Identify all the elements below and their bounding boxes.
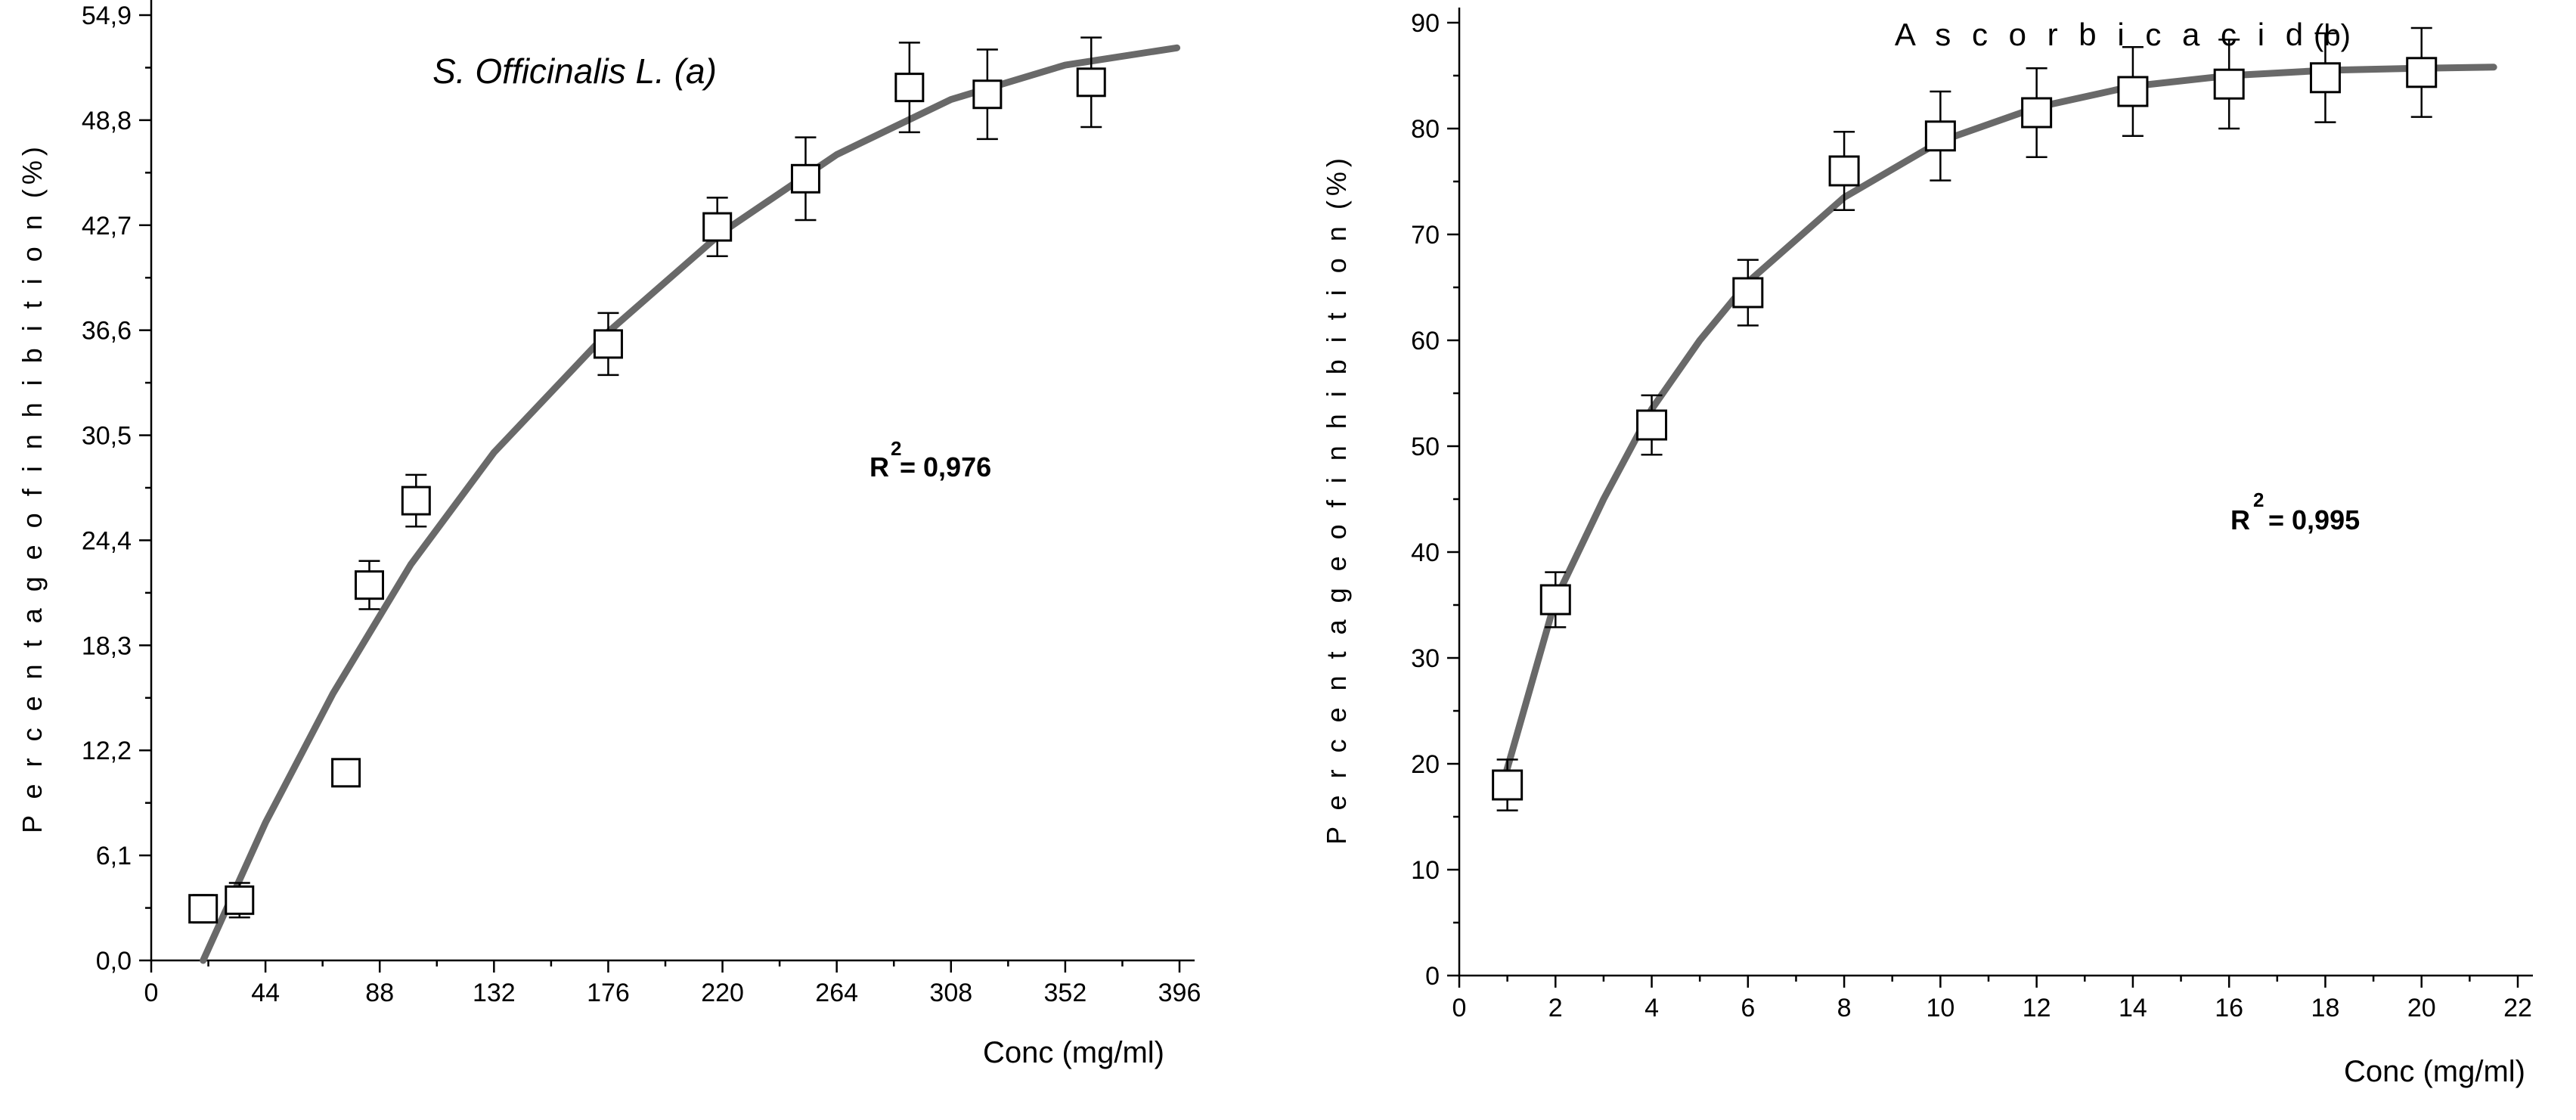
y-tick-label: 6,1: [96, 842, 132, 870]
data-marker: [1493, 771, 1522, 799]
y-axis-title: P e r c e n t a g e o f i n h i b i t i …: [1321, 154, 1352, 845]
x-tick-label: 132: [473, 979, 516, 1007]
x-tick-label: 12: [2023, 994, 2051, 1022]
x-axis-title: Conc (mg/ml): [2344, 1055, 2525, 1088]
y-tick-label: 0,0: [96, 947, 132, 976]
x-tick-label: 10: [1926, 994, 1954, 1022]
x-tick-label: 20: [2407, 994, 2436, 1022]
y-tick-label: 0: [1425, 962, 1440, 991]
x-tick-label: 220: [701, 979, 744, 1007]
data-marker: [974, 81, 1001, 108]
chart-a-svg: 0 44 88 132 176 220 264 308 352 396 0,0 6,1 12,2 18,3…: [0, 0, 1240, 1120]
chart-a: 0 44 88 132 176 220 264 308 352 396 0,0 6,1 12,2 18,3…: [0, 0, 1240, 1120]
y-tick-label: 40: [1411, 538, 1440, 567]
data-marker: [1830, 157, 1858, 185]
chart-b: 0 2 4 6 8 10 12 14 16 18 20 22 0 10 20 30 40 50 60 70 80 90 P …: [1300, 0, 2576, 1120]
y-axis-title: P e r c e n t a g e o f i n h i b i t i …: [17, 142, 48, 833]
y-tick-label: 24,4: [82, 526, 132, 555]
data-marker: [704, 213, 731, 240]
x-tick-label: 22: [2503, 994, 2532, 1022]
x-tick-label: 0: [1452, 994, 1467, 1022]
data-marker: [2407, 58, 2436, 87]
data-marker: [2215, 70, 2243, 98]
r2-sup: 2: [2253, 489, 2264, 511]
x-tick-label: 264: [815, 979, 858, 1007]
data-marker: [2311, 64, 2339, 92]
r2-label: R: [870, 451, 889, 482]
data-marker: [226, 886, 253, 914]
data-marker: [594, 330, 622, 358]
r2-value: = 0,976: [900, 451, 991, 482]
x-tick-label: 176: [587, 979, 630, 1007]
y-tick-label: 42,7: [82, 212, 132, 240]
y-tick-label: 60: [1411, 327, 1440, 355]
data-marker: [190, 895, 217, 923]
x-tick-label: 44: [251, 979, 280, 1007]
x-tick-label: 308: [929, 979, 972, 1007]
y-tick-label: 80: [1411, 115, 1440, 144]
data-marker: [2023, 98, 2051, 127]
chart-b-svg: 0 2 4 6 8 10 12 14 16 18 20 22 0 10 20 30 40 50 60 70 80 90 P …: [1300, 0, 2576, 1120]
x-tick-label: 4: [1644, 994, 1659, 1022]
y-tick-label: 90: [1411, 9, 1440, 38]
data-marker: [1926, 122, 1954, 150]
y-tick-label: 30,5: [82, 422, 132, 451]
data-marker: [792, 165, 819, 192]
x-tick-label: 0: [144, 979, 159, 1007]
x-axis-title: Conc (mg/ml): [983, 1036, 1164, 1069]
x-tick-label: 352: [1044, 979, 1087, 1007]
chart-title-suffix: (b): [2314, 19, 2351, 52]
y-tick-label: 48,8: [82, 107, 132, 135]
y-tick-label: 36,6: [82, 317, 132, 346]
chart-title: A s c o r b i c a c i d: [1895, 17, 2309, 52]
data-marker: [355, 572, 383, 599]
data-marker: [333, 759, 360, 786]
y-tick-label: 12,2: [82, 737, 132, 765]
x-tick-label: 8: [1837, 994, 1852, 1022]
r2-label: R: [2230, 504, 2250, 535]
data-marker: [1541, 585, 1570, 614]
fit-curve: [203, 48, 1177, 960]
y-tick-label: 18,3: [82, 631, 132, 660]
x-tick-label: 18: [2311, 994, 2340, 1022]
x-tick-label: 6: [1741, 994, 1755, 1022]
y-tick-label: 20: [1411, 750, 1440, 779]
y-tick-label: 30: [1411, 644, 1440, 673]
y-tick-label: 70: [1411, 221, 1440, 250]
data-marker: [1077, 69, 1105, 96]
y-tick-label: 54,9: [82, 2, 132, 30]
data-marker: [2119, 77, 2147, 106]
x-tick-label: 2: [1548, 994, 1563, 1022]
x-tick-label: 14: [2119, 994, 2147, 1022]
data-marker: [402, 487, 429, 514]
data-marker: [1734, 278, 1762, 307]
data-marker: [1638, 411, 1666, 439]
data-marker: [896, 74, 923, 101]
x-tick-label: 88: [365, 979, 394, 1007]
y-tick-label: 10: [1411, 856, 1440, 885]
y-tick-label: 50: [1411, 433, 1440, 461]
chart-title: S. Officinalis L. (a): [432, 51, 717, 91]
x-tick-label: 16: [2215, 994, 2243, 1022]
r2-value: = 0,995: [2268, 504, 2360, 535]
x-tick-label: 396: [1158, 979, 1201, 1007]
